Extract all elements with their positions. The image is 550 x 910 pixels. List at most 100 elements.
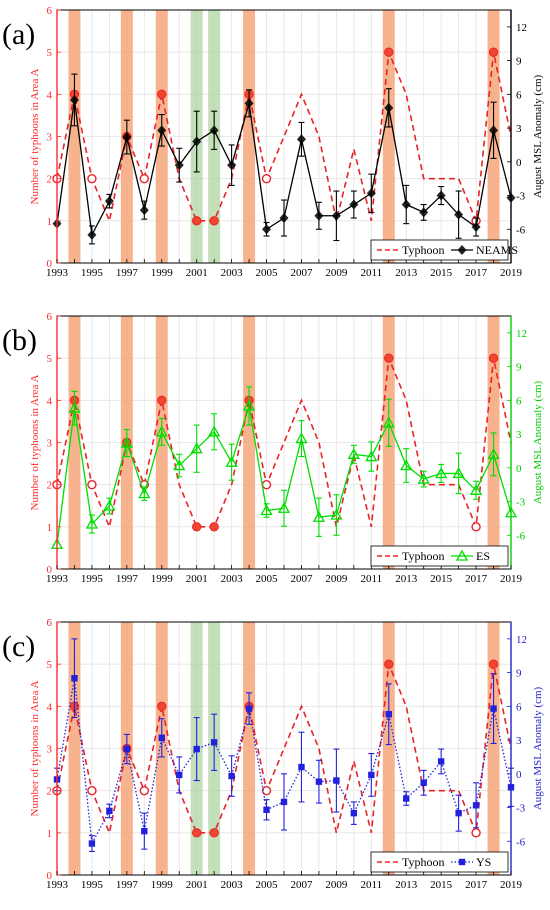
- x-tick-label: 2001: [186, 267, 208, 279]
- x-tick-label: 1997: [116, 267, 139, 279]
- x-tick-label: 2015: [430, 573, 453, 585]
- right-y-tick-label: 6: [516, 395, 522, 407]
- msl-series-point: [350, 809, 358, 817]
- right-y-tick-label: 12: [516, 328, 527, 340]
- x-tick-label: 2009: [325, 573, 348, 585]
- panel-tag: (a): [2, 18, 35, 51]
- msl-series-point: [487, 447, 500, 459]
- msl-series-point: [68, 401, 81, 413]
- right-axis-label: August MSL Anomaly (cm): [532, 686, 544, 810]
- highlight-band-orange: [382, 622, 395, 875]
- typhoon-point-filled: [191, 522, 202, 532]
- typhoon-point-filled: [209, 216, 219, 226]
- left-y-tick-label: 4: [47, 395, 53, 407]
- msl-series-point: [122, 132, 132, 143]
- panel-ys: 1993 1995 1997 1999 2001 2003 2005 2007 2009 2011…: [2, 617, 544, 891]
- typhoon-point-open: [87, 785, 97, 796]
- legend-series-label: ES: [476, 549, 490, 563]
- left-y-tick-label: 1: [47, 216, 53, 228]
- msl-series-point: [87, 229, 97, 240]
- msl-series-point: [403, 795, 410, 802]
- left-y-tick-label: 4: [47, 89, 53, 101]
- msl-series-point: [454, 209, 464, 220]
- x-tick-label: 2009: [325, 879, 348, 891]
- msl-series-point: [333, 777, 340, 784]
- right-y-tick-label: 3: [516, 123, 522, 135]
- x-tick-label: 2005: [256, 879, 279, 891]
- msl-series-point: [242, 399, 256, 411]
- typhoon-point-open: [261, 173, 272, 184]
- legend-box: [370, 239, 509, 261]
- left-axis-label: Number of typhoons in Area A: [29, 68, 41, 204]
- x-tick-label: 2011: [361, 267, 383, 279]
- msl-series-point: [315, 778, 323, 785]
- msl-series-point: [85, 517, 99, 529]
- x-tick-label: 2015: [430, 879, 453, 891]
- panel-tag: (c): [2, 630, 35, 663]
- left-y-tick-label: 2: [47, 480, 53, 492]
- msl-series-point: [400, 459, 413, 471]
- typhoon-point-open: [261, 479, 272, 490]
- right-y-tick-label: -6: [516, 224, 526, 236]
- left-y-tick-label: 4: [47, 701, 53, 713]
- x-tick-label: 2013: [395, 267, 418, 279]
- legend-box: [370, 545, 509, 567]
- msl-series-point: [260, 504, 273, 516]
- panel-tag: (b): [2, 324, 37, 357]
- highlight-band-orange: [68, 622, 81, 875]
- highlight-band-orange: [487, 622, 500, 875]
- typhoon-point-filled: [384, 353, 394, 363]
- right-y-tick-label: 9: [516, 362, 522, 374]
- panel-neams: 1993 1995 1997 1999 2001 2003 2005 2007 2009 2011…: [2, 5, 544, 279]
- legend-series-marker: [458, 858, 466, 866]
- x-tick-label: 2017: [465, 573, 488, 585]
- msl-series-point: [384, 102, 394, 113]
- msl-series-point: [155, 425, 168, 437]
- typhoon-point-open: [471, 828, 481, 838]
- msl-series-point: [173, 459, 186, 471]
- x-tick-label: 1995: [81, 267, 104, 279]
- left-y-tick-label: 2: [47, 174, 53, 186]
- right-y-tick-label: 12: [516, 634, 527, 646]
- msl-series-point: [385, 711, 392, 718]
- left-y-tick-label: 0: [47, 870, 53, 882]
- msl-series-point: [469, 483, 483, 495]
- msl-series-point: [420, 779, 427, 786]
- left-axis-label: Number of typhoons in Area A: [29, 374, 41, 510]
- typhoon-point-filled: [157, 395, 167, 406]
- legend-typhoon-label: Typhoon: [402, 549, 445, 563]
- msl-series-point: [417, 472, 430, 484]
- msl-series-point: [435, 467, 448, 479]
- right-y-tick-label: 6: [516, 89, 522, 101]
- x-tick-label: 2011: [361, 573, 383, 585]
- typhoon-point-filled: [157, 89, 167, 100]
- highlight-band-orange: [243, 316, 256, 569]
- right-y-tick-label: -3: [516, 803, 526, 815]
- typhoon-point-filled: [384, 47, 394, 57]
- msl-series-point: [312, 510, 326, 522]
- right-y-tick-label: 9: [516, 56, 522, 68]
- right-axis-label: August MSL Anomaly (cm): [532, 74, 544, 198]
- legend-series-marker: [455, 549, 469, 561]
- msl-series-point: [347, 447, 360, 459]
- msl-series-point: [314, 210, 324, 221]
- msl-series-point: [331, 210, 341, 221]
- msl-series-point: [210, 739, 218, 746]
- panel-es: 1993 1995 1997 1999 2001 2003 2005 2007 2009 2011…: [2, 311, 544, 585]
- x-tick-label: 1999: [151, 573, 174, 585]
- msl-series-point: [365, 450, 378, 462]
- right-axis-label: August MSL Anomaly (cm): [532, 380, 544, 504]
- typhoon-point-filled: [488, 353, 499, 363]
- left-y-tick-label: 2: [47, 786, 53, 798]
- left-y-tick-label: 1: [47, 522, 53, 534]
- typhoon-point-filled: [209, 522, 219, 532]
- msl-series-point: [401, 199, 411, 210]
- x-tick-label: 2007: [290, 267, 313, 279]
- typhoon-point-filled: [488, 47, 499, 57]
- legend-series-label: YS: [476, 855, 491, 869]
- x-tick-label: 2019: [500, 879, 523, 891]
- left-y-tick-label: 0: [47, 564, 53, 576]
- msl-series-point: [436, 190, 446, 201]
- typhoon-point-filled: [157, 701, 167, 712]
- msl-series-point: [174, 160, 184, 171]
